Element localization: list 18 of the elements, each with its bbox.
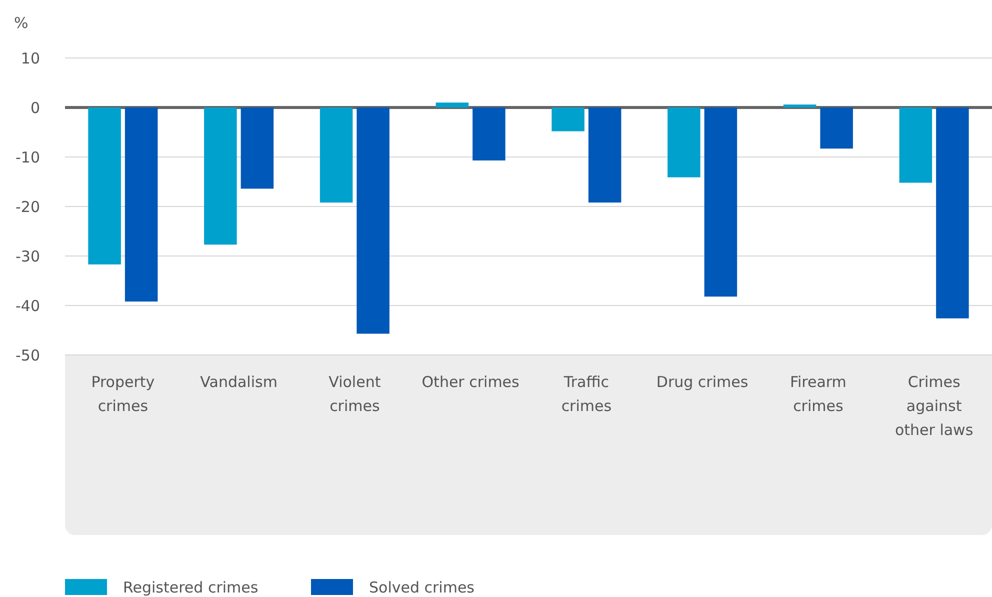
- x-tick-label: Property crimes: [91, 373, 155, 415]
- x-tick-label: Vandalism: [200, 373, 278, 391]
- y-tick-label: -10: [16, 148, 40, 166]
- x-tick-label: Violent crimes: [328, 373, 381, 415]
- y-tick-label: -30: [16, 247, 40, 266]
- x-tick-label: Drug crimes: [656, 373, 748, 391]
- x-tick-label: Traffic crimes: [561, 373, 612, 415]
- y-tick-label: 0: [30, 98, 40, 117]
- x-tick-label: Other crimes: [422, 373, 520, 391]
- y-tick-label: -50: [16, 346, 40, 364]
- legend-label: Solved crimes: [369, 578, 475, 596]
- legend-label: Registered crimes: [123, 578, 258, 596]
- y-axis-title: %: [14, 14, 28, 32]
- x-tick-label: Crimes against other laws: [894, 373, 974, 439]
- x-tick-label: Firearm crimes: [790, 373, 846, 415]
- y-tick-label: 10: [20, 49, 40, 68]
- y-tick-label: -20: [16, 198, 40, 216]
- y-tick-label: -40: [16, 296, 40, 315]
